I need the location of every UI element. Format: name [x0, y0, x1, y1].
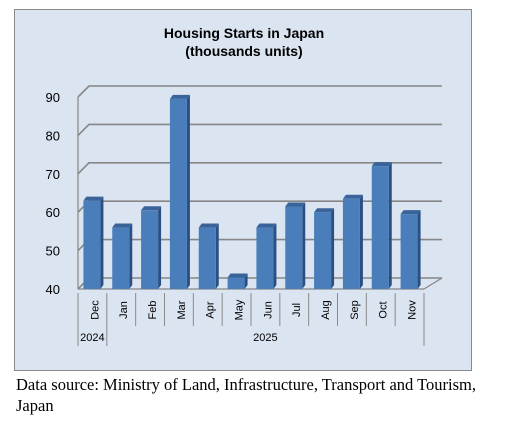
- y-tick-label: 40: [46, 282, 60, 297]
- bar-front: [314, 212, 332, 289]
- bar-front: [198, 227, 216, 289]
- year-group-label: 2024: [80, 332, 104, 344]
- x-tick-label: Oct: [378, 301, 390, 318]
- bar-top: [227, 273, 248, 278]
- bar-side: [302, 202, 306, 289]
- bar-top: [256, 223, 277, 228]
- y-tick-label: 50: [46, 244, 60, 259]
- bar-top: [285, 202, 306, 207]
- bar-mar: [169, 94, 190, 289]
- x-tick-label: Sep: [349, 300, 361, 320]
- bar-side: [129, 223, 133, 289]
- bar-top: [342, 194, 363, 199]
- bar-front: [285, 206, 303, 289]
- x-tick-label: Mar: [176, 300, 188, 319]
- bar-side: [215, 223, 219, 289]
- bar-side: [417, 210, 421, 289]
- y-axis-ticks: 40 50 60 70 80 90: [46, 90, 60, 297]
- y-tick-label: 80: [46, 128, 60, 143]
- bar-nov: [400, 210, 421, 289]
- x-tick-label: Jun: [262, 301, 274, 319]
- bar-side: [331, 208, 335, 289]
- x-tick-label: Aug: [320, 300, 332, 320]
- floor-side-edge: [423, 277, 443, 290]
- gridline: [77, 85, 442, 98]
- bar-front: [227, 277, 245, 289]
- bar-front: [83, 200, 101, 289]
- bar-side: [100, 196, 104, 289]
- bar-sep: [342, 194, 363, 289]
- bar-top: [314, 208, 335, 213]
- x-tick-label: Feb: [147, 301, 159, 320]
- chart-title: Housing Starts in Japan: [164, 25, 324, 41]
- bar-top: [198, 223, 219, 228]
- x-tick-label: Nov: [406, 300, 418, 320]
- bar-top: [400, 210, 421, 215]
- x-tick-label: May: [233, 299, 245, 320]
- bar-top: [141, 206, 162, 211]
- y-tick-label: 90: [46, 90, 60, 105]
- x-tick-label: Jan: [118, 301, 130, 319]
- bar-front: [400, 214, 418, 289]
- bars: [83, 94, 421, 289]
- bar-side: [244, 273, 248, 289]
- year-group-label: 2025: [253, 332, 277, 344]
- bar-jun: [256, 223, 277, 289]
- data-source-note: Data source: Ministry of Land, Infrastru…: [16, 375, 476, 415]
- bar-side: [158, 206, 162, 289]
- gridline: [77, 123, 442, 136]
- chart-subtitle: (thousands units): [185, 43, 302, 59]
- bar-dec: [83, 196, 104, 289]
- bar-oct: [371, 162, 392, 289]
- x-axis-ticks: Dec Jan Feb Mar Apr May Jun Jul Aug Sep Oct Nov: [89, 299, 418, 320]
- bar-front: [141, 210, 159, 289]
- bar-top: [169, 94, 190, 99]
- bar-feb: [141, 206, 162, 289]
- gridline: [77, 162, 442, 175]
- bar-chart: Housing Starts in Japan (thousands units…: [46, 25, 443, 346]
- bar-side: [186, 94, 190, 289]
- bar-front: [342, 198, 360, 289]
- bar-aug: [314, 208, 335, 289]
- bar-top: [112, 223, 133, 228]
- y-tick-label: 70: [46, 167, 60, 182]
- bar-apr: [198, 223, 219, 289]
- bar-jul: [285, 202, 306, 289]
- x-tick-label: Apr: [205, 301, 217, 318]
- bar-front: [256, 227, 274, 289]
- bar-jan: [112, 223, 133, 289]
- chart-area: Housing Starts in Japan (thousands units…: [14, 9, 472, 371]
- x-tick-label: Dec: [89, 300, 101, 320]
- y-tick-label: 60: [46, 205, 60, 220]
- year-groups: 2024 2025: [77, 293, 425, 346]
- bar-side: [359, 194, 363, 289]
- bar-front: [371, 166, 389, 289]
- bar-may: [227, 273, 248, 289]
- bar-top: [371, 162, 392, 167]
- x-tick-label: Jul: [291, 303, 303, 317]
- bar-side: [273, 223, 277, 289]
- bar-top: [83, 196, 104, 201]
- bar-front: [169, 98, 187, 289]
- bar-front: [112, 227, 130, 289]
- bar-side: [388, 162, 392, 289]
